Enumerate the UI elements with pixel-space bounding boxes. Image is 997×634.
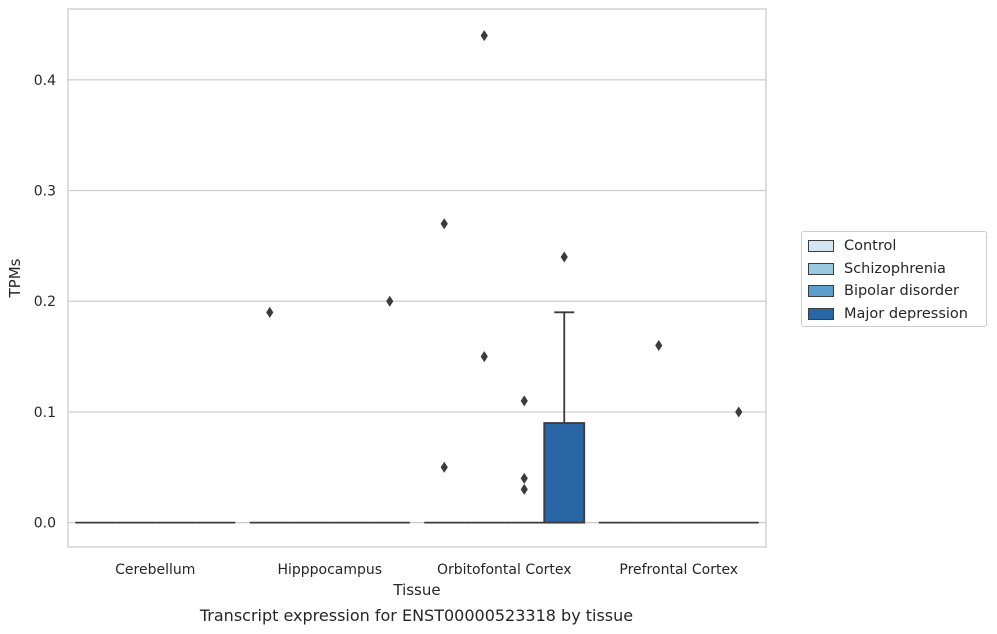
legend-label: Schizophrenia — [844, 260, 946, 277]
legend-swatch — [808, 285, 834, 298]
x-axis-label: Tissue — [392, 581, 440, 599]
outlier-point — [440, 461, 448, 473]
x-tick-label: Prefrontal Cortex — [619, 562, 738, 578]
legend-label: Control — [844, 238, 897, 255]
outlier-point — [440, 218, 448, 230]
x-tick-label: Hipppocampus — [277, 562, 382, 578]
y-tick-label: 0.1 — [34, 405, 56, 421]
y-tick-label: 0.3 — [34, 184, 56, 200]
x-tick-labels: Cerebellum Hipppocampus Orbitofontal Corte… — [115, 562, 738, 578]
outlier-point — [560, 251, 568, 263]
legend-item: Major depression — [808, 303, 986, 326]
outlier-point — [386, 295, 394, 307]
x-tick-label: Cerebellum — [115, 562, 195, 578]
outlier-point — [520, 472, 528, 484]
legend-item: Control — [808, 235, 986, 258]
chart-caption: Transcript expression for ENST0000052331… — [199, 606, 634, 625]
y-tick-labels: 0.0 0.1 0.2 0.3 0.4 — [34, 73, 56, 532]
y-tick-label: 0.0 — [34, 516, 56, 532]
y-axis-label: TPMs — [6, 258, 24, 298]
box-major-depression — [543, 422, 586, 524]
y-tick-label: 0.2 — [34, 294, 56, 310]
legend-swatch — [808, 240, 834, 253]
legend-swatch — [808, 262, 834, 275]
y-tick-label: 0.4 — [34, 73, 56, 89]
legend-label: Bipolar disorder — [844, 283, 959, 300]
legend-label: Major depression — [844, 305, 968, 322]
legend-item: Bipolar disorder — [808, 280, 986, 303]
legend-swatch — [808, 307, 834, 320]
outlier-point — [520, 483, 528, 495]
outlier-point — [266, 306, 274, 318]
grid-lines — [68, 79, 766, 524]
outlier-point — [735, 406, 743, 418]
x-tick-label: Orbitofontal Cortex — [437, 562, 572, 578]
legend: Control Schizophrenia Bipolar disorder Majo… — [801, 231, 987, 327]
plot-frame — [67, 8, 767, 548]
outlier-point — [480, 351, 488, 363]
outlier-point — [480, 30, 488, 42]
boxes-layer — [75, 30, 759, 524]
outlier-point — [655, 340, 663, 352]
legend-item: Schizophrenia — [808, 258, 986, 281]
outlier-point — [520, 395, 528, 407]
